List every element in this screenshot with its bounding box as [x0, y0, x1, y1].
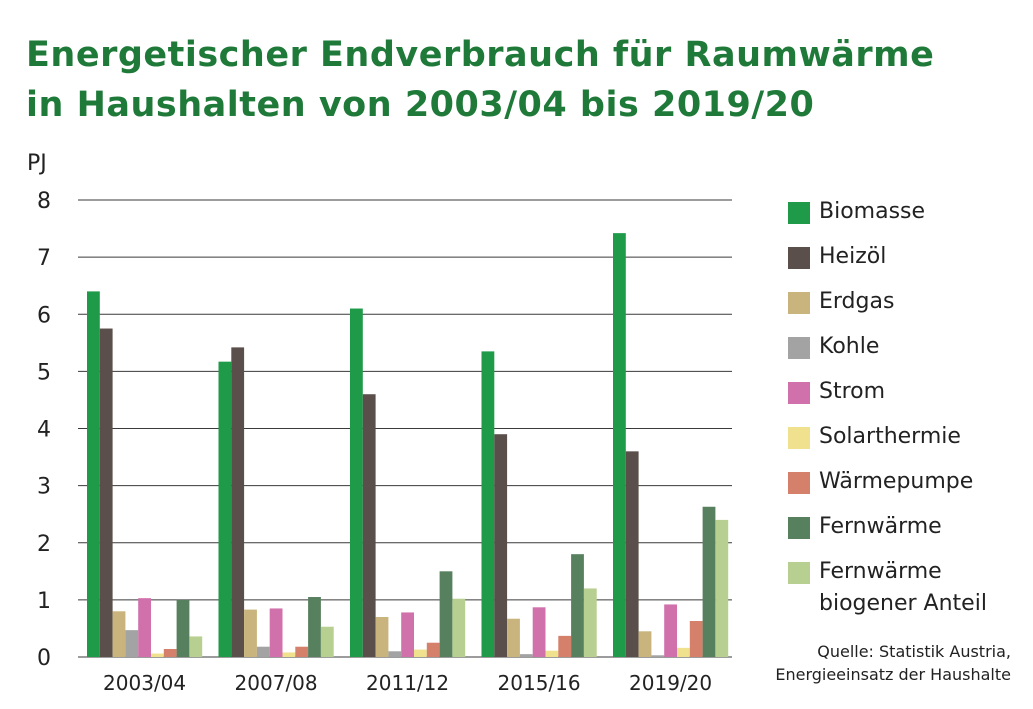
bar	[664, 604, 677, 657]
bar	[532, 607, 546, 657]
bar	[388, 651, 402, 657]
bar	[625, 451, 639, 657]
legend-swatch	[788, 202, 810, 224]
legend-swatch	[788, 562, 810, 584]
legend-label: Wärmepumpe	[819, 469, 974, 494]
bar	[308, 597, 321, 657]
y-tick-label: 5	[37, 360, 51, 385]
bar	[583, 588, 597, 657]
legend-swatch	[788, 517, 810, 539]
bar	[125, 630, 139, 657]
bar	[244, 609, 257, 657]
y-tick-label: 1	[37, 589, 51, 614]
bar	[295, 646, 309, 657]
bar	[677, 647, 690, 657]
x-tick-label: 2007/08	[235, 671, 318, 695]
bar	[350, 308, 363, 657]
bar	[231, 347, 245, 657]
bar	[571, 554, 584, 657]
source-line-1: Quelle: Statistik Austria,	[817, 642, 1011, 661]
x-tick-label: 2019/20	[629, 671, 712, 695]
y-tick-label: 6	[37, 303, 51, 328]
x-tick-label: 2003/04	[103, 671, 186, 695]
bar	[256, 646, 270, 657]
legend-label: Strom	[819, 379, 886, 404]
bar	[99, 328, 113, 657]
bar	[218, 361, 232, 657]
legend-label: Fernwärme	[819, 514, 942, 539]
bar	[269, 608, 283, 657]
bar	[163, 649, 177, 657]
legend-swatch	[788, 337, 810, 359]
bar	[613, 233, 626, 657]
y-tick-label: 2	[37, 532, 51, 557]
bar	[414, 649, 427, 657]
y-tick-label: 4	[37, 418, 51, 443]
bar	[320, 626, 334, 657]
legend-label: Solarthermie	[819, 424, 961, 449]
source-line-2: Energieeinsatz der Haushalte	[775, 665, 1011, 684]
x-tick-label: 2015/16	[498, 671, 581, 695]
legend-item: Solarthermie	[788, 421, 1028, 466]
legend-label: Biomasse	[819, 199, 926, 224]
legend-item: Strom	[788, 376, 1028, 421]
y-axis-label: PJ	[27, 151, 47, 176]
y-tick-label: 3	[37, 475, 51, 500]
y-tick-label: 8	[37, 189, 51, 214]
legend-swatch	[788, 247, 810, 269]
legend-item: Biomasse	[788, 196, 1028, 241]
legend-swatch	[788, 472, 810, 494]
bar	[282, 652, 296, 657]
legend: Biomasse Heizöl Erdgas Kohle Strom Solartherm…	[788, 196, 1028, 616]
legend-item: Fernwärme biogener Anteil	[788, 556, 1028, 616]
legend-item: Kohle	[788, 331, 1028, 376]
bar	[362, 394, 376, 657]
legend-label: Kohle	[819, 334, 880, 359]
bar	[702, 506, 716, 657]
legend-item: Wärmepumpe	[788, 466, 1028, 511]
bar	[689, 621, 703, 657]
bar	[176, 599, 190, 657]
legend-item: Heizöl	[788, 241, 1028, 286]
legend-item: Fernwärme	[788, 511, 1028, 556]
legend-label: Fernwärme biogener Anteil	[819, 559, 987, 616]
chart-title-line-1: Energetischer Endverbrauch für Raumwärme	[26, 35, 935, 75]
bar	[558, 635, 572, 657]
bar	[481, 351, 495, 657]
bar	[439, 571, 453, 657]
bar	[638, 631, 652, 657]
bar	[494, 434, 508, 657]
x-tick-label: 2011/12	[366, 671, 449, 695]
legend-label: Heizöl	[819, 244, 887, 269]
legend-item: Erdgas	[788, 286, 1028, 331]
chart-title: Energetischer Endverbrauch für Raumwärme…	[26, 30, 934, 130]
bar	[112, 611, 126, 657]
bar	[138, 598, 151, 657]
bar	[715, 519, 729, 657]
bar	[507, 618, 520, 657]
y-tick-label: 0	[37, 646, 51, 671]
legend-label: Erdgas	[819, 289, 895, 314]
source-note: Quelle: Statistik Austria, Energieeinsat…	[775, 640, 1011, 686]
bar	[151, 653, 164, 657]
bar	[545, 650, 559, 657]
bar	[651, 655, 665, 657]
bar	[401, 612, 414, 657]
bar	[452, 598, 466, 657]
legend-swatch	[788, 292, 810, 314]
legend-swatch	[788, 427, 810, 449]
y-tick-label: 7	[37, 246, 51, 271]
bar	[189, 636, 203, 657]
bar	[87, 291, 100, 657]
bar	[375, 617, 389, 657]
chart-title-line-2: in Haushalten von 2003/04 bis 2019/20	[26, 85, 815, 125]
legend-swatch	[788, 382, 810, 404]
bar	[426, 642, 440, 657]
bar	[519, 654, 533, 657]
